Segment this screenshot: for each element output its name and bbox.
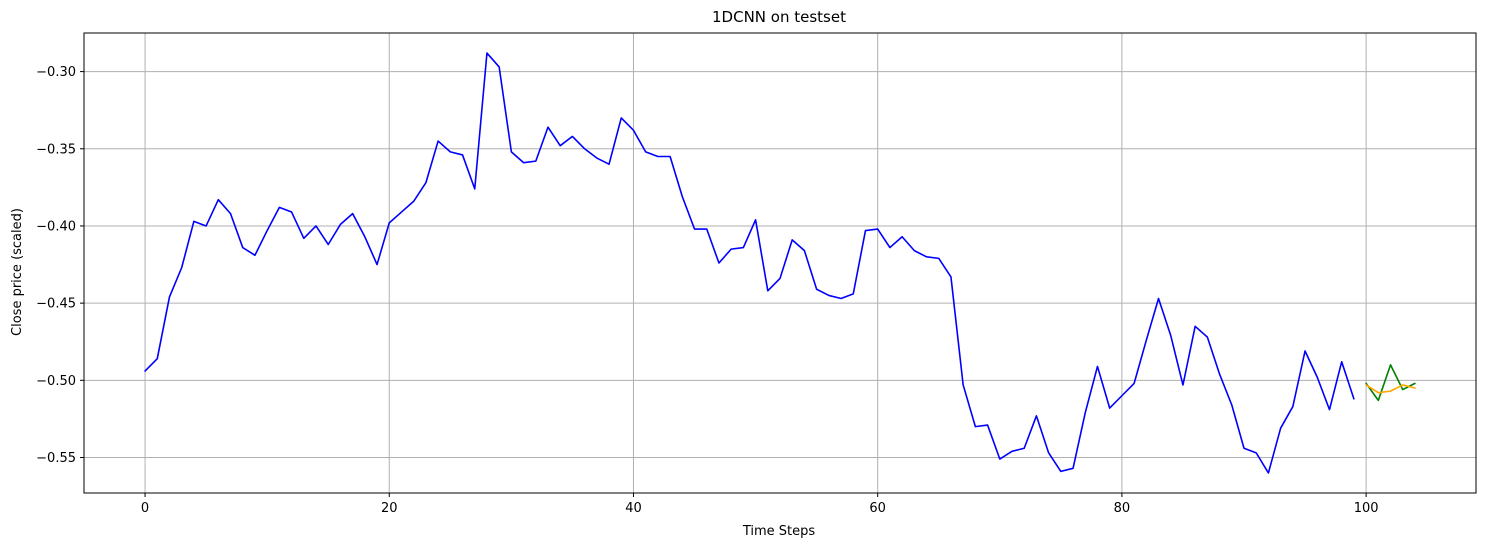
series-line-orange [1365, 384, 1416, 394]
y-tick-label: −0.50 [36, 374, 76, 389]
x-axis-label: Time Steps [742, 524, 816, 539]
y-tick-label: −0.35 [36, 142, 76, 157]
chart-title: 1DCNN on testset [712, 8, 846, 26]
x-tick-label: 0 [141, 501, 149, 516]
series-line-actual [144, 52, 1355, 474]
x-tick-label: 40 [625, 501, 642, 516]
x-tick-label: 100 [1354, 501, 1379, 516]
plot-frame [83, 32, 1477, 494]
x-tick-label: 60 [869, 501, 886, 516]
x-tick-label: 80 [1114, 501, 1131, 516]
y-tick-label: −0.55 [36, 451, 76, 466]
y-tick-label: −0.45 [36, 297, 76, 312]
y-tick-label: −0.30 [36, 65, 76, 80]
series-lines [144, 52, 1416, 474]
x-tick-label: 20 [381, 501, 398, 516]
y-tick-label: −0.40 [36, 219, 76, 234]
y-axis-label: Close price (scaled) [10, 208, 25, 336]
axis-ticks: 0 20 40 60 80 100 −0.30 −0.35 −0.40 −0.45 −0.50 −0.… [36, 65, 1378, 516]
series-line-green [1365, 364, 1416, 402]
